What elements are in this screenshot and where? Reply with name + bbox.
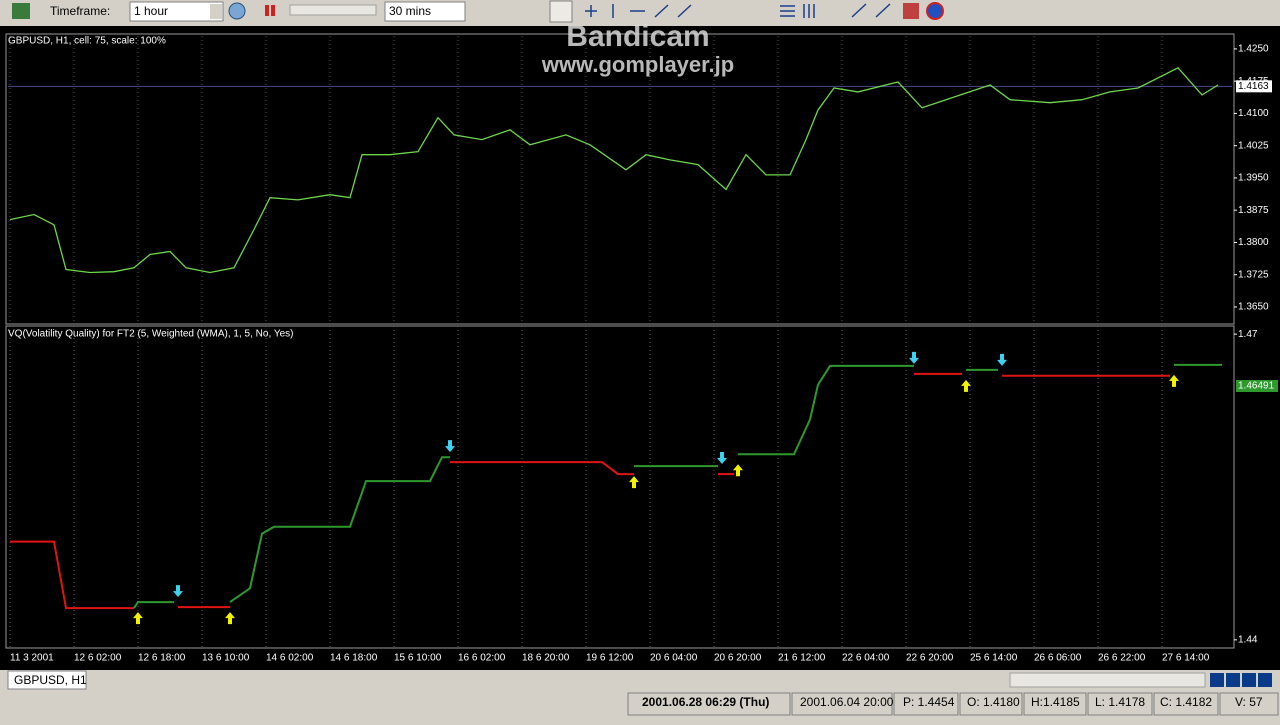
timeframe-value: 1 hour bbox=[134, 4, 168, 18]
cursor-tool[interactable] bbox=[549, 0, 573, 23]
scroll-right[interactable] bbox=[1242, 673, 1256, 687]
y-tick-label: 1.4250 bbox=[1238, 44, 1269, 55]
indicator-segment bbox=[229, 456, 450, 603]
indicator-chart: 1.47 1.44 1.46491 11 3 2001 12 6 02:00 12 6 1… bbox=[9, 326, 1278, 664]
x-tick-label: 25 6 14:00 bbox=[970, 653, 1018, 664]
y-tick-label: 1.3650 bbox=[1238, 302, 1269, 313]
y-tick-label: 1.3875 bbox=[1238, 205, 1269, 216]
x-tick-label: 15 6 10:00 bbox=[394, 653, 442, 664]
scroll-left[interactable] bbox=[1226, 673, 1240, 687]
chart-tab-label: GBPUSD, H1 bbox=[14, 673, 87, 687]
y-tick-label: 1.4025 bbox=[1238, 140, 1269, 151]
price-line bbox=[9, 66, 1219, 274]
chart-window bbox=[0, 26, 1280, 670]
y-tick-label: 1.47 bbox=[1238, 329, 1258, 340]
period-value: 30 mins bbox=[389, 4, 431, 18]
indicator-title: VQ(Volatility Quality) for FT2 (5, Weigh… bbox=[8, 329, 293, 340]
status-h: H:1.4185 bbox=[1031, 695, 1080, 709]
last-price-label: 1.4163 bbox=[1238, 81, 1269, 92]
indicator-segment bbox=[450, 461, 634, 476]
pause-icon[interactable] bbox=[271, 5, 275, 16]
status-p: P: 1.4454 bbox=[903, 695, 955, 709]
status-l: L: 1.4178 bbox=[1095, 695, 1145, 709]
timeframe-select[interactable] bbox=[129, 1, 224, 22]
scroll-first[interactable] bbox=[1210, 673, 1224, 687]
y-tick-label: 1.3725 bbox=[1238, 269, 1269, 280]
up-arrow bbox=[629, 476, 639, 489]
last-price-box bbox=[1236, 80, 1272, 93]
y-tick-label: 1.3800 bbox=[1238, 237, 1269, 248]
settings-icon[interactable] bbox=[228, 2, 246, 20]
template-icon[interactable] bbox=[903, 3, 919, 19]
indicator-segment bbox=[738, 364, 914, 456]
y-tick-label: 1.44 bbox=[1238, 634, 1258, 645]
new-chart-icon[interactable] bbox=[12, 3, 30, 19]
last-value-box bbox=[1236, 380, 1278, 393]
x-tick-label: 12 6 18:00 bbox=[138, 653, 186, 664]
watermark-title: Bandicam bbox=[566, 20, 709, 53]
chart-title: GBPUSD, H1, cell: 75, scale: 100% bbox=[8, 36, 166, 47]
timeframe-label: Timeframe: bbox=[50, 4, 110, 18]
scrollbar[interactable] bbox=[1009, 672, 1206, 688]
x-tick-label: 26 6 06:00 bbox=[1034, 653, 1082, 664]
up-arrow bbox=[733, 464, 743, 477]
magnet-icon[interactable] bbox=[926, 2, 944, 20]
indicator-pane bbox=[5, 325, 1235, 649]
tab-bar bbox=[0, 670, 1280, 690]
x-tick-label: 14 6 02:00 bbox=[266, 653, 314, 664]
up-arrow bbox=[1169, 374, 1179, 387]
up-arrow bbox=[225, 612, 235, 625]
chart-tab[interactable] bbox=[7, 670, 87, 690]
x-tick-label: 19 6 12:00 bbox=[586, 653, 634, 664]
x-tick-label: 16 6 02:00 bbox=[458, 653, 506, 664]
x-tick-label: 27 6 14:00 bbox=[1162, 653, 1210, 664]
y-tick-label: 1.3950 bbox=[1238, 173, 1269, 184]
x-tick-label: 14 6 18:00 bbox=[330, 653, 378, 664]
scroll-buttons bbox=[1210, 673, 1272, 687]
y-tick-label: 1.4100 bbox=[1238, 108, 1269, 119]
x-tick-label: 21 6 12:00 bbox=[778, 653, 826, 664]
status-bar-time: 2001.06.04 20:00 bbox=[800, 695, 894, 709]
up-arrow bbox=[961, 379, 971, 392]
drawing-tools bbox=[585, 3, 891, 18]
price-pane bbox=[5, 33, 1235, 325]
up-arrow bbox=[133, 612, 143, 625]
x-tick-label: 20 6 04:00 bbox=[650, 653, 698, 664]
down-arrow bbox=[909, 351, 919, 364]
scroll-last[interactable] bbox=[1258, 673, 1272, 687]
pause-icon[interactable] bbox=[265, 5, 269, 16]
dropdown-button[interactable] bbox=[210, 4, 222, 19]
speed-slider[interactable] bbox=[289, 4, 377, 16]
period-select[interactable] bbox=[384, 1, 466, 22]
status-time: 2001.06.28 06:29 (Thu) bbox=[642, 695, 769, 709]
x-tick-label: 20 6 20:00 bbox=[714, 653, 762, 664]
x-tick-label: 18 6 20:00 bbox=[522, 653, 570, 664]
status-v: V: 57 bbox=[1235, 695, 1263, 709]
x-tick-label: 13 6 10:00 bbox=[202, 653, 250, 664]
down-arrow bbox=[173, 585, 183, 598]
down-arrow bbox=[997, 353, 1007, 366]
status-cells bbox=[627, 692, 1279, 716]
indicator-segment bbox=[10, 540, 134, 610]
indicator-segment bbox=[133, 601, 174, 609]
watermark-url: www.gomplayer.jp bbox=[541, 52, 734, 77]
x-tick-label: 12 6 02:00 bbox=[74, 653, 122, 664]
x-tick-label: 22 6 04:00 bbox=[842, 653, 890, 664]
price-chart: 1.42501.41751.41001.40251.39501.38751.38… bbox=[8, 36, 1272, 322]
x-tick-label: 26 6 22:00 bbox=[1098, 653, 1146, 664]
last-value-label: 1.46491 bbox=[1238, 381, 1275, 392]
down-arrow bbox=[445, 440, 455, 453]
status-o: O: 1.4180 bbox=[967, 695, 1020, 709]
down-arrow bbox=[717, 452, 727, 465]
x-tick-label: 11 3 2001 bbox=[10, 653, 54, 664]
status-c: C: 1.4182 bbox=[1160, 695, 1212, 709]
x-tick-label: 22 6 20:00 bbox=[906, 653, 954, 664]
